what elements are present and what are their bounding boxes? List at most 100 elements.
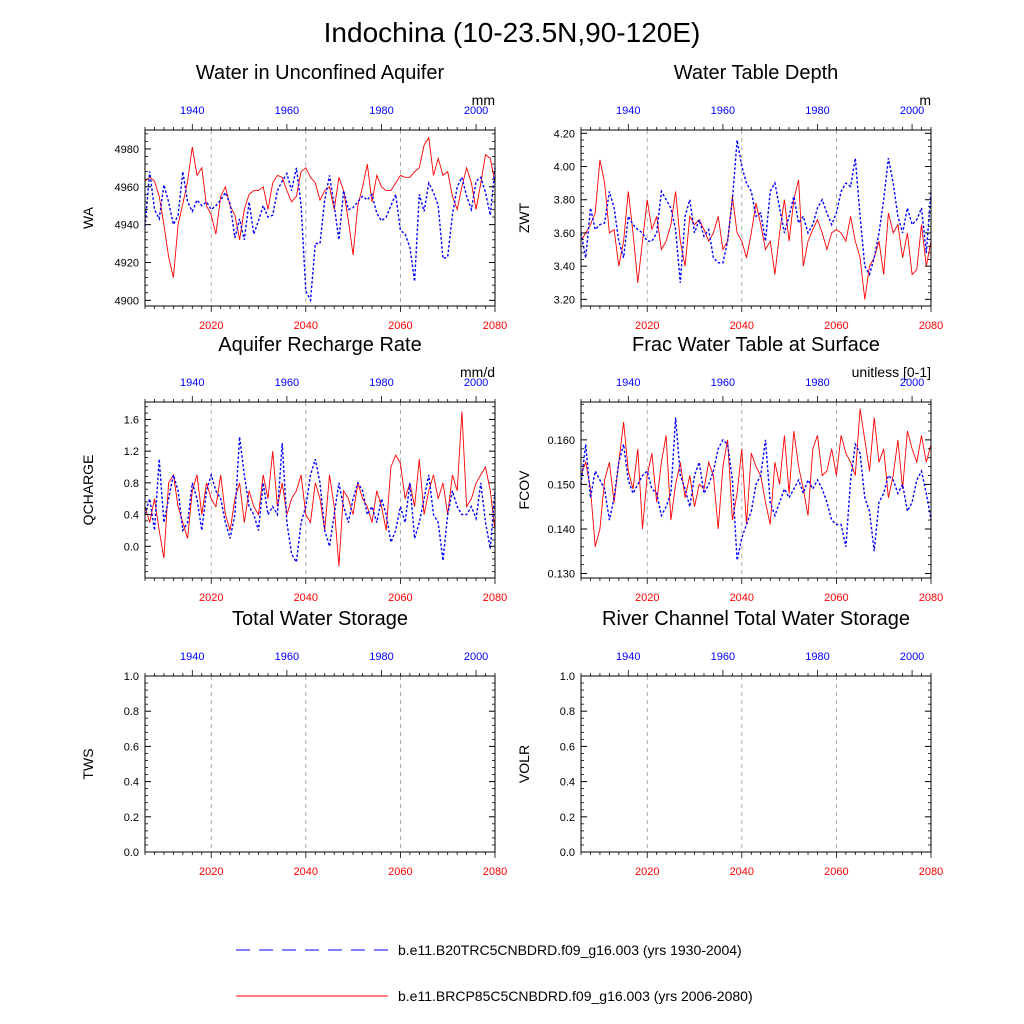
y-tick-label: 0.8 (124, 478, 139, 490)
x-bottom-tick-label: 2020 (199, 320, 223, 332)
x-bottom-tick-label: 2080 (483, 320, 507, 332)
figure-title: Indochina (10-23.5N,90-120E) (324, 17, 701, 48)
x-bottom-tick-label: 2080 (483, 866, 507, 878)
y-tick-label: 0.8 (560, 706, 575, 718)
y-tick-label: 0.140 (547, 524, 575, 536)
y-tick-label: 3.20 (554, 294, 575, 306)
x-bottom-tick-label: 2060 (388, 320, 412, 332)
x-bottom-tick-label: 2060 (824, 866, 848, 878)
y-tick-label: 0.6 (124, 741, 139, 753)
y-tick-label: 0.0 (124, 847, 139, 859)
plot-frame (144, 401, 496, 579)
x-bottom-tick-label: 2080 (919, 320, 943, 332)
panel-fcov: Frac Water Table at Surface unitless [0-1… (516, 334, 943, 604)
x-bottom-tick-label: 2020 (635, 320, 659, 332)
x-bottom-tick-label: 2020 (199, 866, 223, 878)
x-bottom-tick-label: 2040 (730, 320, 754, 332)
panel-qcharge: Aquifer Recharge Rate mm/d QCHARGE 0.0 0.4 0.… (80, 334, 507, 604)
x-top-tick-label: 1980 (805, 377, 829, 389)
x-top-tick-label: 1940 (180, 651, 204, 663)
panel-volr: River Channel Total Water Storage VOLR 0.0… (516, 608, 943, 878)
plot-frame (580, 401, 932, 579)
x-bottom-tick-label: 2020 (635, 592, 659, 604)
panel-zwt: Water Table Depth m ZWT 3.20 3.40 3.60 3.80 4.0… (516, 62, 943, 332)
x-top-tick-label: 2000 (900, 377, 924, 389)
y-tick-label: 0.8 (124, 706, 139, 718)
x-bottom-tick-label: 2040 (730, 592, 754, 604)
panel-title: River Channel Total Water Storage (602, 608, 910, 630)
series-b-line (144, 136, 496, 278)
y-tick-label: 4900 (115, 295, 139, 307)
x-top-tick-label: 1960 (711, 105, 735, 117)
y-tick-label: 3.60 (554, 228, 575, 240)
x-top-tick-label: 1960 (275, 105, 299, 117)
x-top-tick-label: 2000 (464, 651, 488, 663)
panel-units: m (919, 92, 931, 108)
y-tick-label: 0.0 (124, 541, 139, 553)
panel-units: unitless [0-1] (852, 364, 931, 380)
y-axis-label: FCOV (516, 470, 532, 510)
plot-frame (144, 675, 496, 853)
y-tick-label: 4940 (115, 220, 139, 232)
y-tick-label: 0.130 (547, 569, 575, 581)
x-top-tick-label: 1940 (616, 377, 640, 389)
x-top-tick-label: 1980 (805, 105, 829, 117)
series-b-line (144, 411, 496, 567)
legend: b.e11.B20TRC5CNBDRD.f09_g16.003 (yrs 193… (236, 942, 753, 1004)
panel-units: mm/d (460, 364, 495, 380)
y-tick-label: 0.2 (560, 812, 575, 824)
y-tick-label: 4980 (115, 144, 139, 156)
legend-label-series-b: b.e11.BRCP85C5CNBDRD.f09_g16.003 (yrs 20… (398, 988, 753, 1004)
x-bottom-tick-label: 2080 (483, 592, 507, 604)
x-bottom-tick-label: 2020 (635, 866, 659, 878)
series-a-line (144, 167, 496, 303)
plot-frame (580, 129, 932, 307)
y-tick-label: 1.6 (124, 414, 139, 426)
y-tick-label: 0.4 (124, 510, 139, 522)
series-a-line (580, 417, 932, 561)
y-tick-label: 0.6 (560, 741, 575, 753)
x-top-tick-label: 2000 (464, 377, 488, 389)
x-bottom-tick-label: 2060 (388, 592, 412, 604)
x-bottom-tick-label: 2060 (824, 592, 848, 604)
y-tick-label: 0.160 (547, 435, 575, 447)
y-tick-label: 0.2 (124, 812, 139, 824)
y-axis-label: WA (80, 206, 96, 229)
series-b-line (580, 159, 932, 300)
x-bottom-tick-label: 2080 (919, 592, 943, 604)
panels: Water in Unconfined Aquifer mm WA 4900 4920 4… (80, 62, 943, 878)
x-top-tick-label: 1960 (275, 651, 299, 663)
y-tick-label: 1.0 (124, 671, 139, 683)
panel-title: Water Table Depth (674, 62, 839, 84)
y-tick-label: 0.4 (560, 777, 575, 789)
y-tick-label: 4.20 (554, 128, 575, 140)
panel-units: mm (472, 92, 495, 108)
x-top-tick-label: 1940 (616, 651, 640, 663)
y-tick-label: 4960 (115, 182, 139, 194)
x-bottom-tick-label: 2040 (294, 592, 318, 604)
x-bottom-tick-label: 2020 (199, 592, 223, 604)
series-a-line (580, 139, 932, 283)
y-tick-label: 0.4 (124, 777, 139, 789)
panel-tws: Total Water Storage TWS 0.0 0.2 0.4 0.6 0.8 1.0… (80, 608, 507, 878)
x-top-tick-label: 1940 (180, 377, 204, 389)
x-top-tick-label: 2000 (900, 651, 924, 663)
x-top-tick-label: 1980 (369, 105, 393, 117)
x-top-tick-label: 1960 (711, 377, 735, 389)
y-tick-label: 0.150 (547, 479, 575, 491)
y-tick-label: 4920 (115, 257, 139, 269)
y-axis-label: ZWT (516, 202, 532, 233)
plot-frame (144, 129, 496, 307)
x-bottom-tick-label: 2040 (730, 866, 754, 878)
x-top-tick-label: 1960 (275, 377, 299, 389)
x-bottom-tick-label: 2060 (388, 866, 412, 878)
y-axis-label: TWS (80, 748, 96, 779)
panel-wa: Water in Unconfined Aquifer mm WA 4900 4920 4… (80, 62, 507, 332)
series-b-line (580, 408, 932, 547)
y-tick-label: 1.0 (560, 671, 575, 683)
x-bottom-tick-label: 2040 (294, 866, 318, 878)
x-top-tick-label: 2000 (900, 105, 924, 117)
y-tick-label: 3.40 (554, 261, 575, 273)
x-top-tick-label: 1980 (805, 651, 829, 663)
